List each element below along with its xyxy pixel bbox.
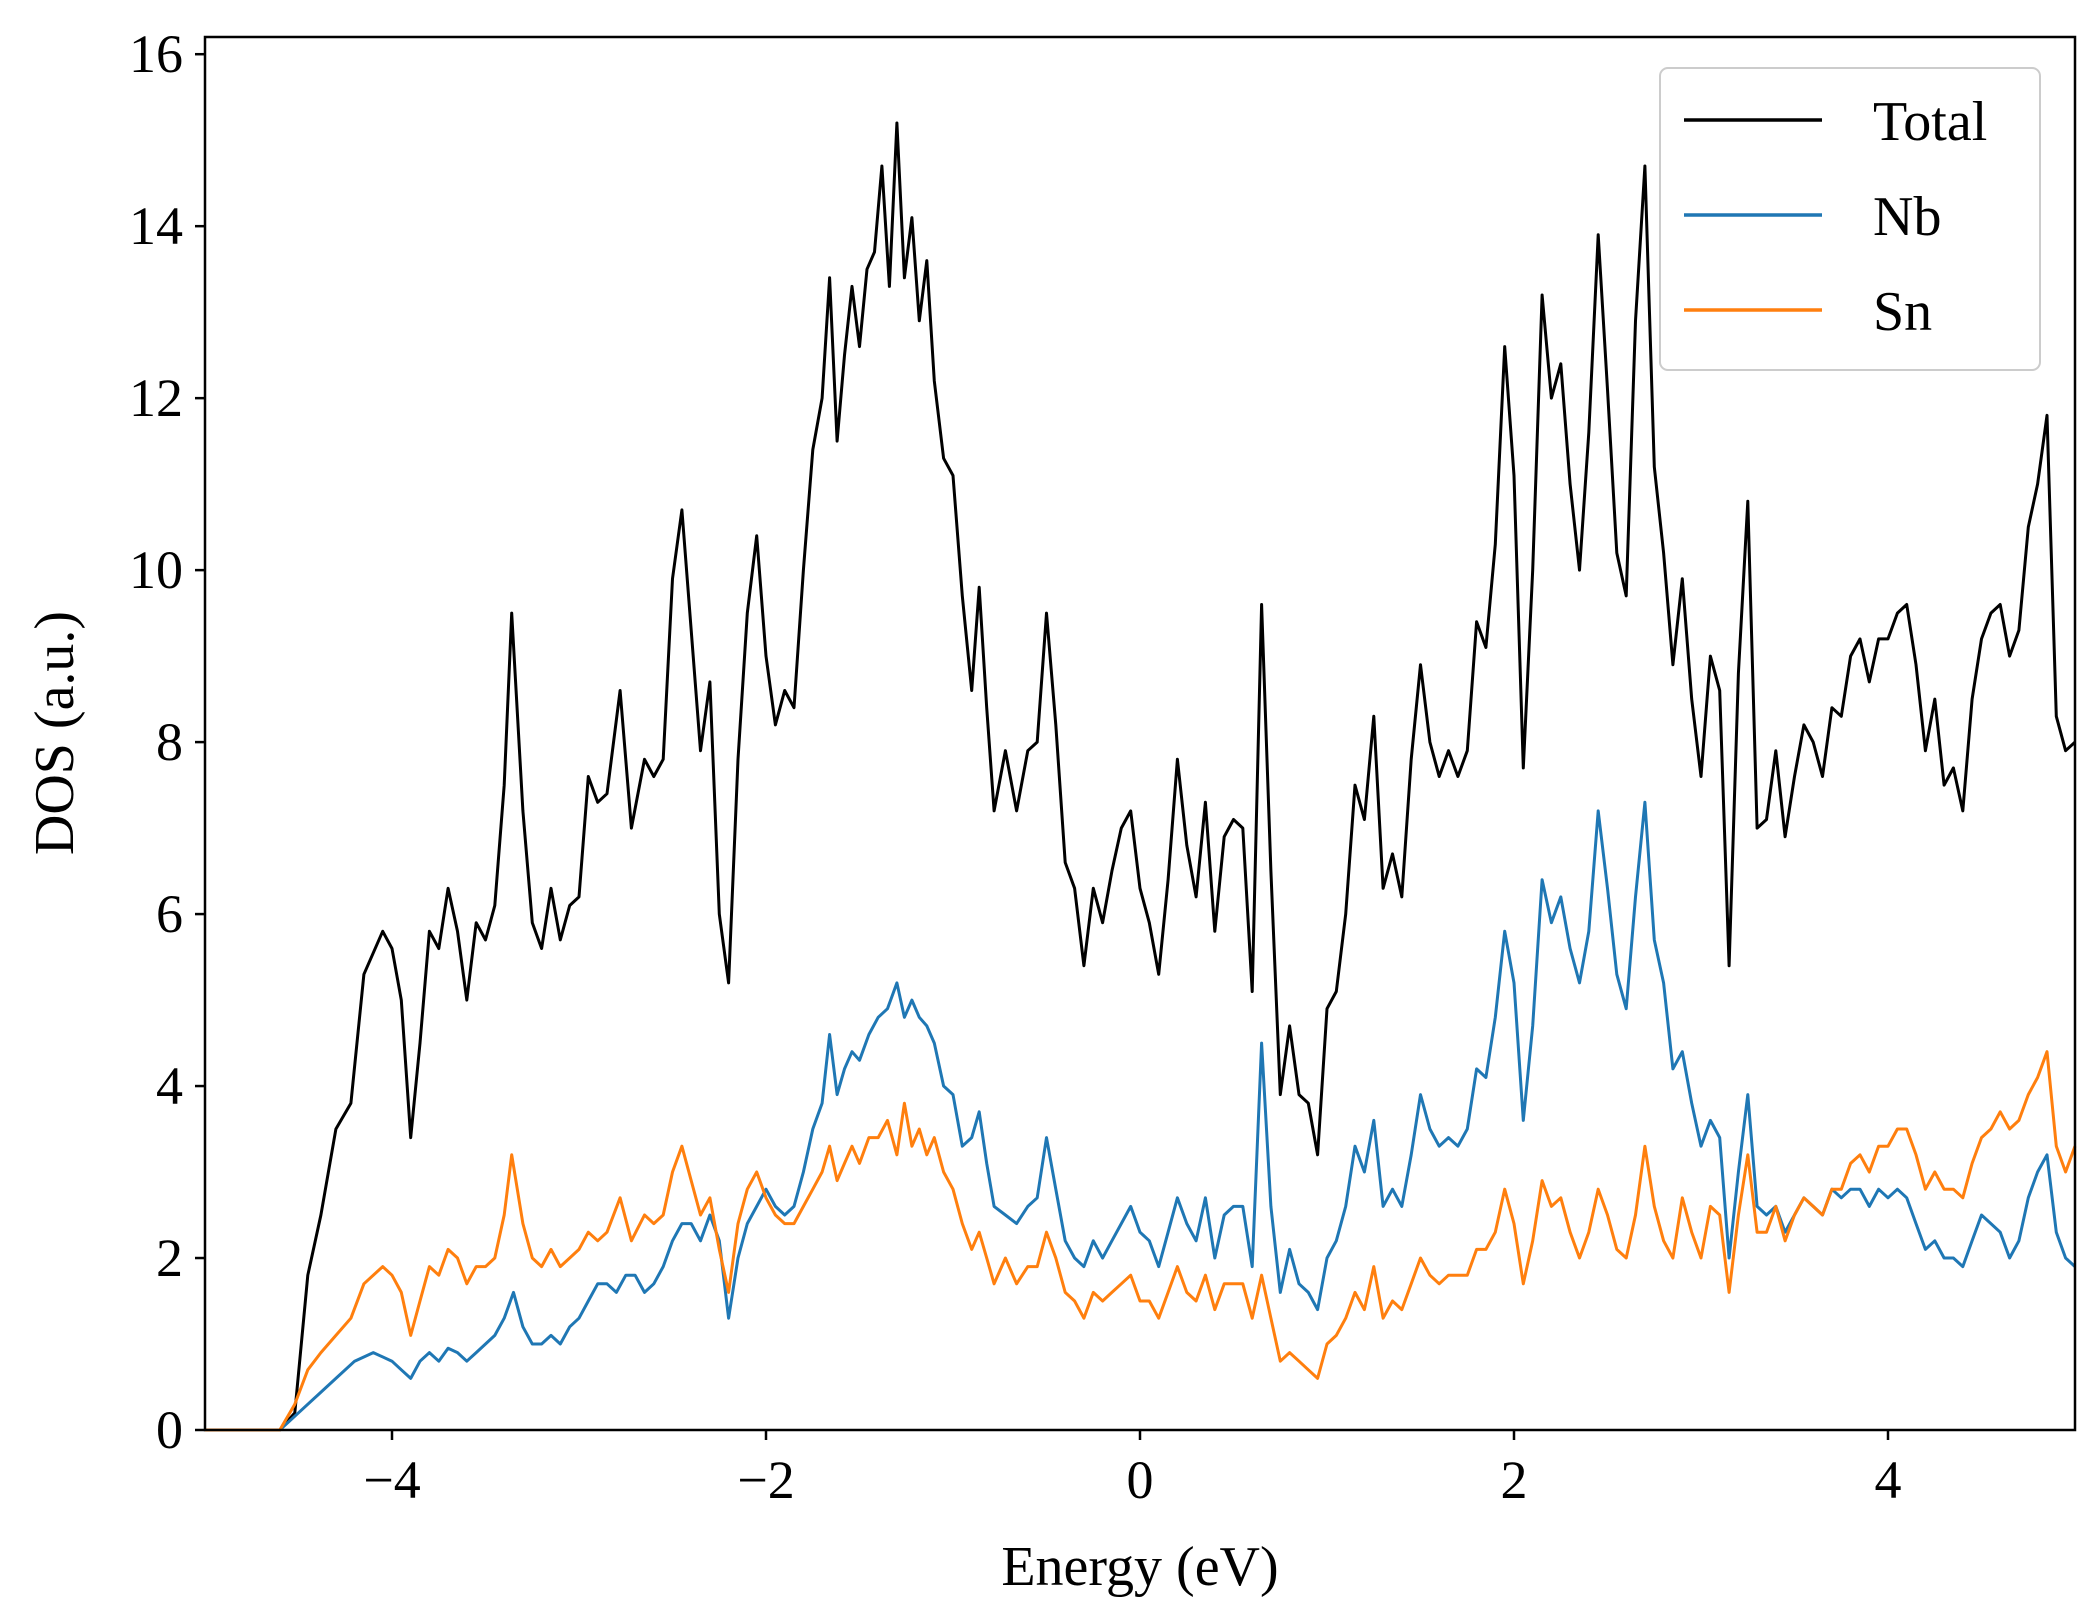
series-line-total (205, 121, 2077, 1432)
y-tick-label: 2 (156, 1228, 183, 1288)
series-line-sn (205, 1050, 2077, 1432)
x-tick-label: 4 (1875, 1450, 1902, 1510)
y-tick-label: 16 (129, 24, 183, 84)
legend-label-nb: Nb (1873, 186, 1941, 248)
legend: Total Nb Sn (1659, 67, 2041, 371)
x-axis-label: Energy (eV) (1001, 1536, 1278, 1598)
y-tick-label: 8 (156, 712, 183, 772)
y-tick-label: 10 (129, 540, 183, 600)
y-tick-label: 12 (129, 368, 183, 428)
y-tick-label: 6 (156, 884, 183, 944)
legend-label-total: Total (1873, 91, 1987, 153)
y-tick-label: 0 (156, 1400, 183, 1460)
x-tick-label: −4 (363, 1450, 420, 1510)
y-axis: 0 2 4 6 8 10 12 14 16 (129, 24, 205, 1460)
y-axis-label: DOS (a.u.) (24, 611, 86, 855)
x-tick-label: 0 (1127, 1450, 1154, 1510)
x-axis: −4 −2 0 2 4 (363, 1430, 1902, 1510)
y-tick-label: 4 (156, 1056, 183, 1116)
legend-label-sn: Sn (1873, 281, 1932, 343)
x-tick-label: 2 (1501, 1450, 1528, 1510)
legend-box (1659, 67, 2041, 371)
x-tick-label: −2 (737, 1450, 794, 1510)
series-layer (205, 121, 2077, 1432)
y-tick-label: 14 (129, 196, 183, 256)
